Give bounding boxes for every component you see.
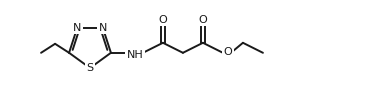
Text: O: O [159, 15, 167, 25]
Text: NH: NH [127, 50, 143, 60]
Text: O: O [224, 47, 232, 57]
Text: O: O [199, 15, 207, 25]
Text: N: N [99, 23, 107, 33]
Text: N: N [73, 23, 81, 33]
Text: S: S [86, 63, 94, 73]
